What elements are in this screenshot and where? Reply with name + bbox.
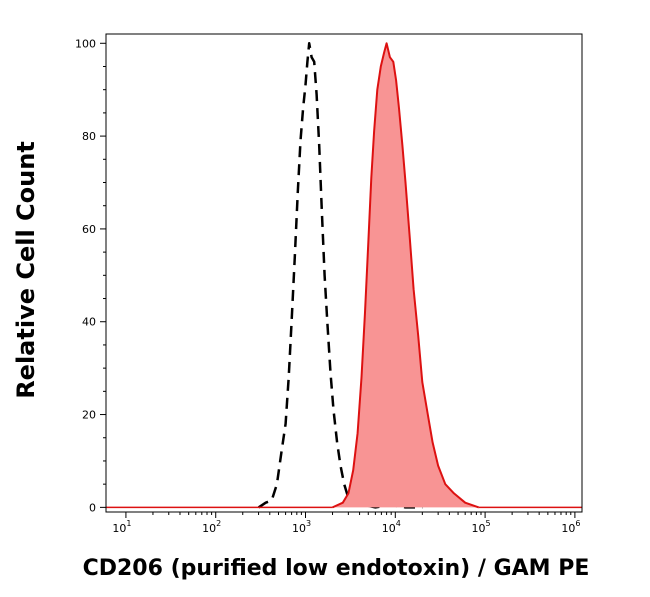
series-2-fill (106, 43, 582, 508)
plot-frame (105, 33, 583, 513)
x-tick-label: 103 (292, 519, 311, 535)
x-tick-label: 106 (561, 519, 580, 535)
x-axis-ticks: 101 102 103 104 105 106 (112, 512, 580, 535)
y-tick-label: 40 (82, 316, 96, 329)
y-tick-label: 60 (82, 223, 96, 236)
y-tick-label: 0 (89, 501, 96, 514)
y-tick-label: 100 (75, 37, 96, 50)
y-tick-label: 20 (82, 409, 96, 422)
y-axis-ticks: 0 20 40 60 80 100 (75, 37, 106, 514)
series-2-line (332, 42, 480, 509)
series-layer (106, 42, 582, 509)
x-tick-label: 101 (112, 519, 131, 535)
x-tick-label: 102 (202, 519, 221, 535)
y-tick-label: 80 (82, 130, 96, 143)
x-tick-label: 105 (472, 519, 491, 535)
x-axis-title: CD206 (purified low endotoxin) / GAM PE (83, 556, 590, 581)
x-tick-label: 104 (382, 519, 401, 535)
series-1-line (257, 42, 423, 509)
y-axis-title: Relative Cell Count (12, 141, 40, 399)
